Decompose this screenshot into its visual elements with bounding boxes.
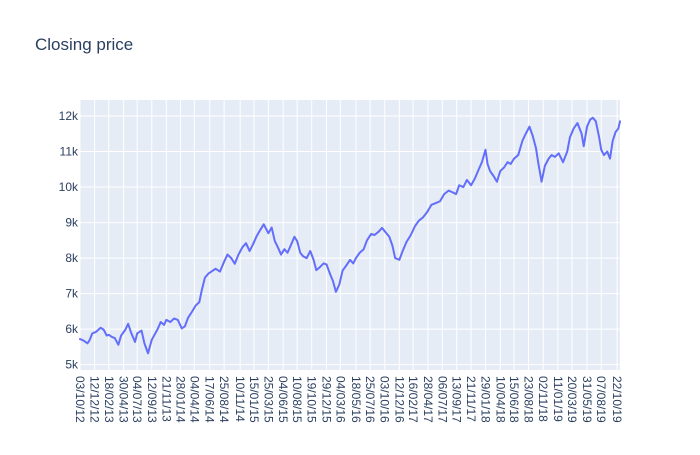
- y-tick-label: 9k: [65, 216, 79, 230]
- y-axis: 5k 6k 7k 8k 9k 10k 11k 12k: [59, 109, 79, 372]
- x-tick-label: 04/07/13: [130, 376, 144, 423]
- x-tick-label: 07/08/19: [594, 376, 608, 423]
- x-tick-label: 03/10/12: [73, 376, 87, 423]
- x-tick-label: 04/04/14: [187, 376, 201, 423]
- x-tick-label: 04/03/16: [333, 376, 347, 423]
- x-tick-label: 13/09/17: [450, 376, 464, 423]
- x-tick-label: 12/12/12: [88, 376, 102, 423]
- x-tick-label: 12/12/16: [392, 376, 406, 423]
- y-tick-label: 11k: [60, 145, 79, 159]
- x-tick-label: 29/01/18: [478, 376, 492, 423]
- series-layer: [79, 116, 621, 355]
- plot-area: [80, 100, 620, 370]
- x-tick-label: 11/01/19: [551, 376, 565, 422]
- x-tick-label: 16/02/17: [406, 376, 420, 423]
- x-tick-label: 06/07/17: [435, 376, 449, 423]
- x-tick-label: 10/08/15: [290, 376, 304, 423]
- x-axis: 03/10/12 12/12/12 18/02/13 30/04/13 04/07/13…: [73, 376, 624, 423]
- x-tick-label: 28/04/17: [421, 376, 435, 423]
- x-tick-label: 23/08/18: [521, 376, 535, 423]
- x-tick-label: 10/11/14: [233, 376, 247, 422]
- chart-title: Closing price: [35, 35, 133, 54]
- series-line: [79, 116, 621, 355]
- y-tick-label: 5k: [65, 358, 79, 372]
- x-tick-label: 20/03/19: [565, 376, 579, 423]
- x-tick-label: 25/08/14: [217, 376, 231, 423]
- x-tick-label: 30/04/13: [117, 376, 131, 423]
- x-tick-label: 15/01/15: [247, 376, 261, 423]
- y-tick-label: 6k: [65, 322, 79, 336]
- x-tick-label: 21/11/13: [159, 376, 173, 422]
- y-tick-label: 12k: [59, 109, 79, 123]
- x-tick-label: 04/06/15: [276, 376, 290, 423]
- y-tick-label: 10k: [59, 180, 79, 194]
- x-tick-label: 15/06/18: [507, 376, 521, 423]
- x-tick-label: 25/03/15: [261, 376, 275, 423]
- x-tick-label: 25/07/16: [363, 376, 377, 423]
- x-tick-label: 29/12/15: [320, 376, 334, 423]
- x-tick-label: 17/06/14: [203, 376, 217, 423]
- x-tick-label: 31/05/19: [580, 376, 594, 423]
- x-tick-label: 10/04/18: [493, 376, 507, 423]
- x-tick-label: 19/10/15: [305, 376, 319, 423]
- x-tick-label: 18/05/16: [349, 376, 363, 423]
- x-tick-label: 03/10/16: [378, 376, 392, 423]
- x-tick-label: 18/02/13: [102, 376, 116, 423]
- x-tick-label: 28/01/14: [174, 376, 188, 423]
- x-tick-label: 02/11/18: [536, 376, 550, 422]
- x-tick-label: 21/11/17: [464, 376, 478, 422]
- x-tick-label: 22/10/19: [610, 376, 624, 423]
- x-tick-label: 12/09/13: [145, 376, 159, 423]
- y-tick-label: 8k: [65, 251, 79, 265]
- y-tick-label: 7k: [65, 287, 79, 301]
